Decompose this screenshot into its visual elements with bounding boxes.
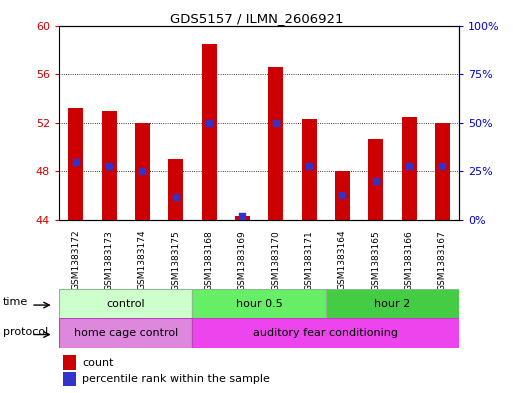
Bar <box>168 159 183 220</box>
Point <box>238 213 246 219</box>
Point <box>105 162 113 169</box>
Bar <box>102 111 116 220</box>
Text: percentile rank within the sample: percentile rank within the sample <box>82 375 270 384</box>
Text: count: count <box>82 358 114 368</box>
Text: hour 2: hour 2 <box>374 299 410 309</box>
Bar <box>59 289 192 318</box>
Point <box>371 178 380 184</box>
Bar <box>68 108 83 220</box>
Text: home cage control: home cage control <box>73 328 178 338</box>
Point <box>438 162 446 169</box>
Text: auditory fear conditioning: auditory fear conditioning <box>253 328 398 338</box>
Text: protocol: protocol <box>3 327 48 336</box>
Bar <box>63 355 76 370</box>
Text: GDS5157 / ILMN_2606921: GDS5157 / ILMN_2606921 <box>170 12 343 25</box>
Point <box>405 162 413 169</box>
Point <box>71 158 80 165</box>
Bar <box>192 289 326 318</box>
Bar <box>326 289 459 318</box>
Point <box>338 192 346 198</box>
Bar <box>268 67 283 220</box>
Text: time: time <box>3 297 28 307</box>
Bar <box>402 117 417 220</box>
Text: control: control <box>106 299 145 309</box>
Point <box>271 119 280 126</box>
Bar <box>59 318 192 348</box>
Bar <box>63 372 76 386</box>
Bar <box>368 139 383 220</box>
Bar <box>235 217 250 220</box>
Bar <box>135 123 150 220</box>
Point <box>205 119 213 126</box>
Point <box>171 194 180 200</box>
Bar <box>335 171 350 220</box>
Bar <box>435 123 450 220</box>
Text: hour 0.5: hour 0.5 <box>235 299 283 309</box>
Point <box>305 162 313 169</box>
Bar <box>202 44 216 220</box>
Bar <box>192 318 459 348</box>
Point <box>138 168 146 174</box>
Bar <box>302 119 317 220</box>
